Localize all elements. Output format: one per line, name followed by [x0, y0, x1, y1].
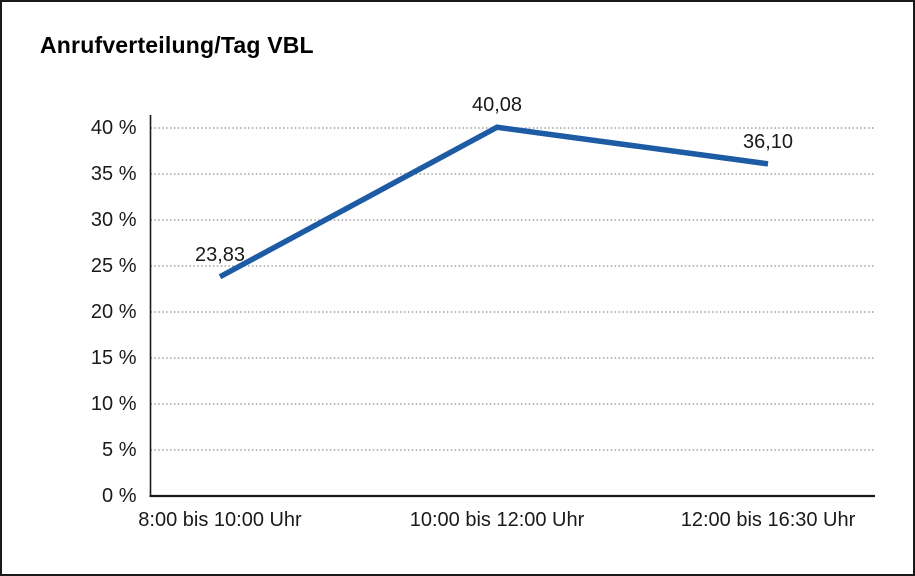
y-tick-label: 40 % [90, 117, 137, 139]
y-tick-label: 25 % [90, 255, 137, 277]
y-tick-label: 35 % [90, 163, 137, 185]
data-point-label: 36,10 [742, 130, 794, 153]
x-tick-label: 8:00 bis 10:00 Uhr [138, 509, 302, 531]
y-tick-label: 10 % [90, 393, 137, 415]
data-point-label: 23,83 [194, 243, 246, 266]
y-tick-label: 30 % [90, 209, 137, 231]
chart-title: Anrufverteilung/Tag VBL [40, 32, 314, 58]
data-point-label: 40,08 [471, 94, 523, 117]
line-series [218, 124, 769, 280]
x-tick-label: 10:00 bis 12:00 Uhr [409, 509, 585, 531]
x-tick-label: 12:00 bis 16:30 Uhr [680, 509, 856, 531]
y-tick-label: 0 % [102, 485, 137, 507]
y-tick-label: 20 % [90, 301, 137, 323]
y-tick-label: 15 % [90, 347, 137, 369]
y-tick-label: 5 % [102, 439, 137, 461]
